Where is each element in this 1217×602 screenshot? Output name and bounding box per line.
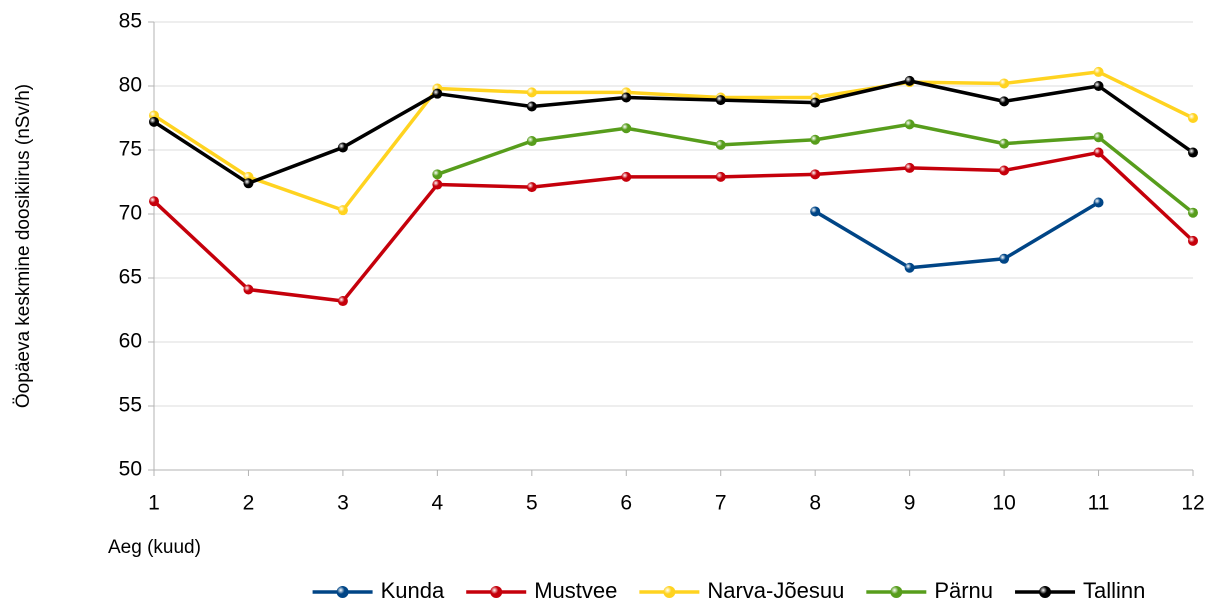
y-tick-label: 80 — [119, 74, 142, 97]
data-point — [432, 88, 443, 99]
y-tick-label: 55 — [119, 394, 142, 417]
legend-marker — [663, 586, 676, 598]
series-line — [153, 79, 1195, 186]
legend-marker — [890, 586, 903, 598]
data-point — [621, 123, 632, 134]
data-point — [432, 179, 443, 190]
data-point — [1188, 147, 1198, 158]
data-point — [526, 101, 537, 112]
data-point — [526, 182, 537, 193]
data-point — [1188, 113, 1198, 123]
x-tick-label: 9 — [904, 492, 916, 515]
y-tick-label: 60 — [119, 330, 142, 353]
data-point — [904, 262, 915, 273]
x-tick-label: 2 — [243, 492, 255, 515]
legend-label: Pärnu — [934, 578, 993, 602]
data-point — [243, 284, 254, 295]
data-point — [149, 196, 159, 207]
data-point — [810, 134, 821, 145]
data-point — [526, 87, 537, 98]
x-tick-label: 7 — [715, 492, 727, 515]
x-tick-label: 6 — [620, 492, 632, 515]
legend-marker — [336, 586, 349, 598]
data-point — [999, 165, 1010, 176]
data-point — [715, 171, 726, 182]
x-tick-label: 12 — [1181, 492, 1204, 515]
data-point — [715, 95, 726, 106]
data-point — [1188, 207, 1198, 218]
data-point — [810, 169, 821, 180]
data-point — [149, 116, 159, 127]
data-point — [1093, 197, 1104, 208]
data-point — [621, 92, 632, 103]
y-tick-label: 70 — [119, 202, 142, 225]
data-point — [810, 206, 821, 217]
series-line — [152, 150, 1195, 303]
y-axis-title: Öopäeva keskmine doosikiirus (nSv/h) — [13, 84, 34, 408]
data-point — [621, 171, 632, 182]
y-tick-label: 85 — [119, 10, 142, 33]
legend-label: Kunda — [381, 578, 445, 602]
data-point — [715, 139, 726, 150]
x-tick-label: 4 — [432, 492, 444, 515]
data-point — [337, 142, 348, 153]
y-tick-label: 65 — [119, 266, 142, 289]
x-tick-label: 1 — [148, 492, 160, 515]
series-line — [153, 70, 1194, 212]
data-point — [904, 119, 915, 130]
data-point — [1093, 66, 1104, 77]
legend-label: Narva-Jõesuu — [707, 578, 844, 602]
legend-label: Mustvee — [534, 578, 617, 602]
data-point — [432, 169, 443, 180]
x-tick-label: 3 — [337, 492, 349, 515]
data-point — [810, 97, 821, 108]
data-point — [337, 205, 348, 216]
legend-marker — [490, 586, 503, 598]
data-point — [1093, 81, 1104, 91]
x-axis-title: Aeg (kuud) — [108, 537, 201, 558]
data-point — [337, 296, 348, 307]
data-point — [1093, 147, 1104, 158]
data-point — [904, 75, 915, 86]
data-point — [904, 162, 915, 173]
x-tick-label: 10 — [992, 492, 1015, 515]
data-point — [243, 178, 254, 189]
x-tick-label: 11 — [1088, 492, 1110, 515]
x-tick-label: 5 — [526, 492, 538, 515]
data-point — [999, 96, 1010, 107]
x-tick-label: 8 — [809, 492, 821, 515]
series-line — [814, 200, 1100, 270]
data-point — [999, 253, 1010, 264]
y-tick-label: 75 — [119, 138, 142, 161]
data-point — [526, 136, 537, 147]
legend-label: Tallinn — [1083, 578, 1145, 602]
data-point — [999, 78, 1010, 89]
data-point — [1188, 235, 1198, 246]
y-tick-label: 50 — [119, 458, 142, 481]
legend-marker — [1039, 586, 1052, 598]
data-point — [999, 138, 1010, 149]
data-point — [1093, 132, 1104, 143]
